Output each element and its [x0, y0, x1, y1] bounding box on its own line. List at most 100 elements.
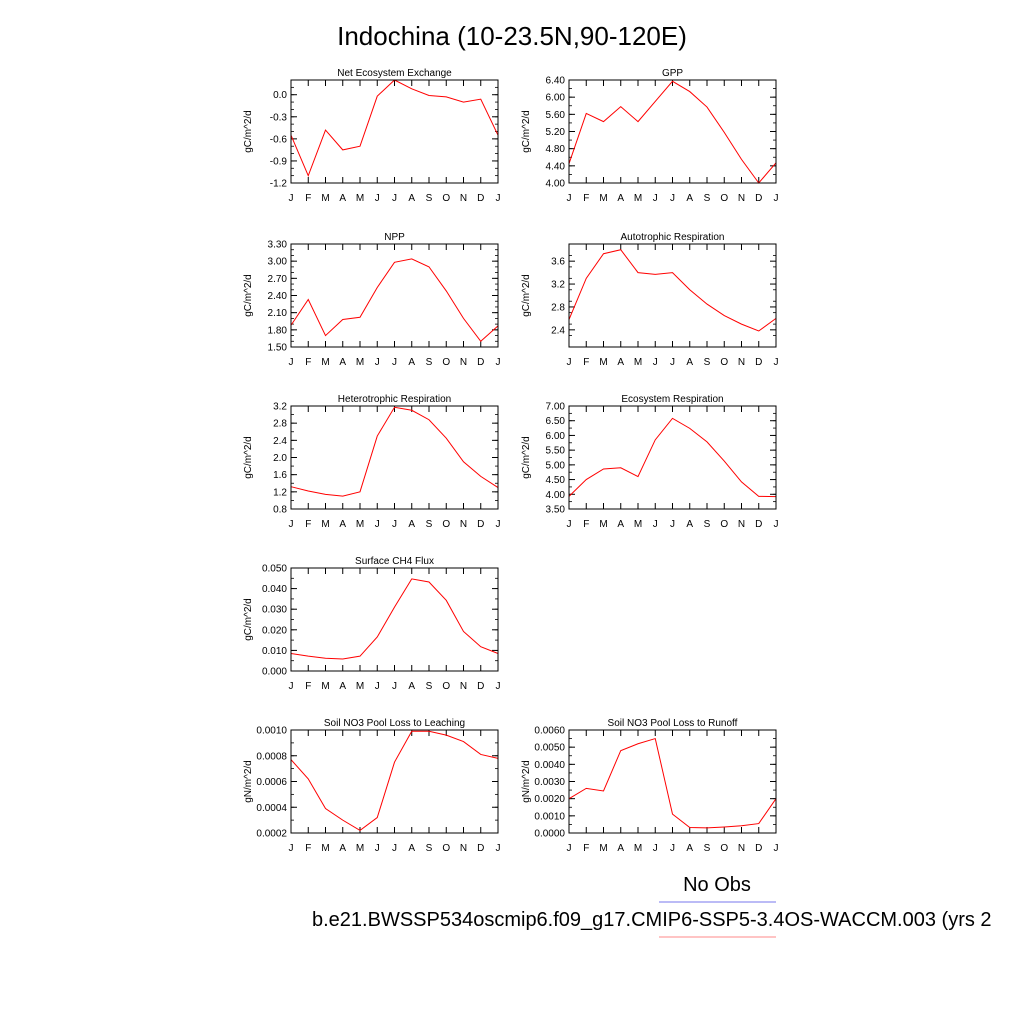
plot-frame — [568, 243, 777, 348]
y-tick-label: 5.00 — [546, 460, 566, 471]
y-tick-label: 0.0030 — [534, 777, 565, 788]
x-tick-label: A — [408, 519, 415, 530]
y-axis-label: gC/m^2/d — [243, 598, 254, 641]
x-tick-label: J — [774, 357, 779, 368]
y-tick-label: 0.0040 — [534, 760, 565, 771]
chart-panel: Ecosystem Respiration gC/m^2/d 3.50 4.00 4.5… — [521, 394, 779, 530]
chart-panel: NPP gC/m^2/d 1.50 1.80 2.10 2.40 2.70 3.00 3.30 J… — [243, 232, 501, 368]
chart-panel: Heterotrophic Respiration gC/m^2/d 0.8 1.2 1… — [243, 394, 501, 530]
x-tick-label: J — [567, 843, 572, 854]
y-tick-label: 0.010 — [262, 646, 287, 657]
x-tick-label: F — [305, 519, 311, 530]
x-tick-label: M — [599, 357, 607, 368]
x-tick-label: M — [321, 519, 329, 530]
y-tick-label: 0.000 — [262, 667, 287, 678]
series-line — [290, 578, 499, 660]
y-tick-label: 0.0010 — [256, 726, 287, 737]
x-tick-label: J — [670, 519, 675, 530]
x-tick-label: F — [305, 681, 311, 692]
x-tick-label: A — [339, 843, 346, 854]
chart-title: NPP — [384, 232, 405, 243]
x-tick-label: J — [567, 193, 572, 204]
x-tick-label: J — [392, 193, 397, 204]
x-tick-label: J — [670, 357, 675, 368]
x-tick-label: J — [375, 357, 380, 368]
x-tick-label: M — [321, 681, 329, 692]
x-tick-label: M — [599, 193, 607, 204]
y-axis-label: gN/m^2/d — [243, 760, 254, 803]
series-line — [290, 258, 499, 343]
x-tick-label: M — [321, 193, 329, 204]
y-tick-label: 4.00 — [546, 490, 566, 501]
x-tick-label: J — [774, 519, 779, 530]
y-tick-label: 6.00 — [546, 431, 566, 442]
y-tick-label: 1.2 — [273, 487, 287, 498]
x-tick-label: S — [426, 357, 433, 368]
plot-frame — [290, 79, 499, 184]
plot-frame — [290, 729, 499, 834]
x-tick-label: J — [375, 681, 380, 692]
y-tick-label: 2.0 — [273, 453, 287, 464]
x-tick-label: M — [356, 519, 364, 530]
x-tick-label: S — [704, 357, 711, 368]
y-tick-label: 3.00 — [268, 257, 288, 268]
y-tick-label: 0.0006 — [256, 777, 287, 788]
series-line — [568, 417, 777, 498]
x-tick-label: J — [774, 843, 779, 854]
y-tick-label: 2.8 — [551, 302, 565, 313]
x-tick-label: M — [356, 357, 364, 368]
y-axis-label: gC/m^2/d — [521, 110, 532, 153]
x-tick-label: S — [426, 519, 433, 530]
series-line — [568, 249, 777, 332]
x-tick-label: J — [496, 519, 501, 530]
x-tick-label: M — [634, 357, 642, 368]
series-line — [290, 406, 499, 497]
x-tick-label: N — [460, 843, 467, 854]
x-tick-label: N — [460, 681, 467, 692]
x-tick-label: A — [408, 193, 415, 204]
x-tick-label: M — [599, 519, 607, 530]
y-tick-label: 0.0010 — [534, 811, 565, 822]
x-tick-label: A — [617, 193, 624, 204]
plot-frame — [290, 405, 499, 510]
y-tick-label: -0.6 — [270, 134, 288, 145]
x-tick-label: S — [426, 681, 433, 692]
x-tick-label: J — [392, 681, 397, 692]
x-tick-label: A — [686, 193, 693, 204]
chart-panel: Autotrophic Respiration gC/m^2/d 2.4 2.8 3.2… — [521, 232, 779, 368]
chart-title: GPP — [662, 68, 683, 79]
y-tick-label: 2.70 — [268, 274, 288, 285]
y-tick-label: 0.8 — [273, 505, 287, 516]
x-tick-label: J — [375, 193, 380, 204]
x-tick-label: S — [704, 193, 711, 204]
x-tick-label: F — [305, 193, 311, 204]
x-tick-label: N — [460, 357, 467, 368]
x-tick-label: S — [704, 843, 711, 854]
x-tick-label: J — [670, 843, 675, 854]
y-tick-label: 0.0 — [273, 90, 287, 101]
x-tick-label: D — [477, 843, 484, 854]
x-tick-label: J — [392, 843, 397, 854]
x-tick-label: M — [634, 519, 642, 530]
x-tick-label: J — [375, 519, 380, 530]
y-tick-label: 2.10 — [268, 308, 288, 319]
x-tick-label: F — [583, 357, 589, 368]
chart-panel: Net Ecosystem Exchange gC/m^2/d -1.2 -0.9 -0… — [243, 68, 501, 204]
x-tick-label: A — [408, 843, 415, 854]
y-tick-label: 0.020 — [262, 625, 287, 636]
y-axis-label: gC/m^2/d — [521, 274, 532, 317]
x-tick-label: O — [720, 519, 728, 530]
plot-frame — [290, 567, 499, 672]
x-tick-label: J — [289, 519, 294, 530]
y-tick-label: 4.80 — [546, 144, 566, 155]
x-tick-label: O — [442, 357, 450, 368]
x-tick-label: F — [305, 843, 311, 854]
y-tick-label: 3.6 — [551, 257, 565, 268]
chart-title: Heterotrophic Respiration — [338, 394, 451, 405]
y-tick-label: 5.60 — [546, 110, 566, 121]
y-tick-label: 3.2 — [551, 280, 565, 291]
x-tick-label: A — [617, 357, 624, 368]
x-tick-label: D — [755, 519, 762, 530]
x-tick-label: A — [617, 843, 624, 854]
y-tick-label: 3.2 — [273, 402, 287, 413]
